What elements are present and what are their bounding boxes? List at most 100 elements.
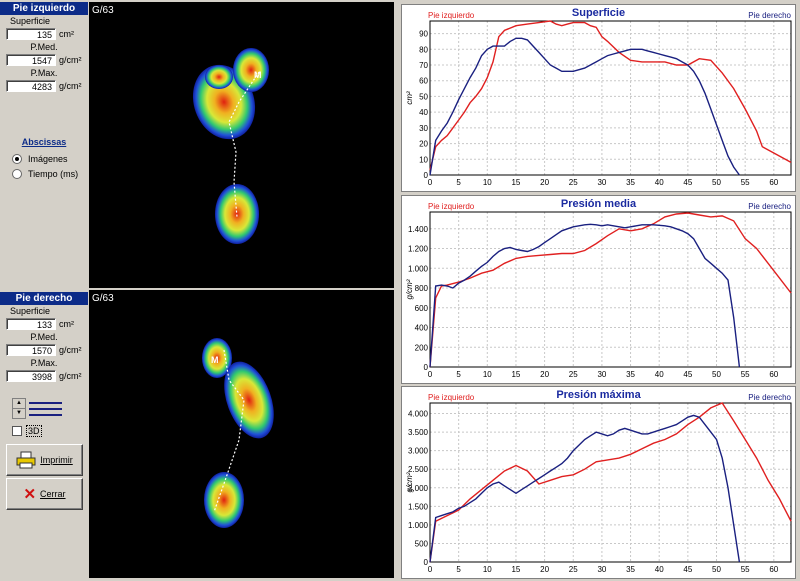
- superficie-chart-title: Superficie: [572, 7, 625, 19]
- svg-text:M: M: [254, 70, 262, 80]
- presion-media-x-tick-label: 55: [741, 370, 750, 379]
- presion-maxima-x-tick-label: 20: [540, 565, 549, 574]
- superficie-legend-right: Pie derecho: [748, 11, 791, 20]
- superficie-x-tick-label: 20: [540, 178, 549, 187]
- right-pmed-unit: g/cm²: [59, 345, 82, 355]
- superficie-x-tick-label: 30: [597, 178, 606, 187]
- radio-time[interactable]: Tiempo (ms): [12, 166, 88, 181]
- spinner-up-icon[interactable]: ▲: [13, 399, 25, 409]
- presion-media-x-tick-label: 10: [483, 370, 492, 379]
- superficie-x-tick-label: 40: [655, 178, 664, 187]
- superficie-x-tick-label: 50: [712, 178, 721, 187]
- presion-maxima-x-tick-label: 55: [741, 565, 750, 574]
- presion-media-x-tick-label: 25: [569, 370, 578, 379]
- presion-maxima-y-tick-label: 500: [415, 539, 429, 548]
- left-pressure-map: M: [192, 48, 269, 244]
- surface-chart: Superficie Pie izquierdo Pie derecho cm² 0 5 1…: [401, 4, 796, 192]
- presion-media-x-tick-label: 45: [683, 370, 692, 379]
- presion-maxima-y-tick-label: 3.000: [408, 447, 429, 456]
- presion-maxima-legend-right: Pie derecho: [748, 393, 791, 402]
- presion-media-y-tick-label: 600: [415, 304, 429, 313]
- presion-media-y-tick-label: 1.200: [408, 245, 429, 254]
- presion-maxima-y-tick-label: 2.000: [408, 484, 429, 493]
- presion-maxima-y-tick-label: 0: [424, 558, 429, 567]
- superficie-series-pie-derecho: [429, 37, 740, 176]
- presion-maxima-y-tick-label: 4.000: [408, 410, 429, 419]
- left-foot-panel: Pie izquierdo Superficie 135 cm² P.Med. …: [0, 2, 88, 93]
- radio-images[interactable]: Imágenes: [12, 151, 88, 166]
- presion-maxima-chart-title: Presión máxima: [556, 389, 641, 401]
- spinner-down-icon[interactable]: ▼: [16, 410, 22, 416]
- close-button[interactable]: ✕ Cerrar: [6, 478, 83, 510]
- superficie-y-tick-label: 0: [424, 171, 429, 180]
- left-area-unit: cm²: [59, 29, 74, 39]
- right-area-field: 133: [6, 318, 56, 330]
- print-button-label: Imprimir: [40, 455, 73, 465]
- presion-maxima-x-tick-label: 25: [569, 565, 578, 574]
- presion-media-y-tick-label: 400: [415, 324, 429, 333]
- right-image-label: G/63: [92, 293, 114, 304]
- presion-maxima-x-tick-label: 45: [683, 565, 692, 574]
- presion-maxima-x-tick-label: 35: [626, 565, 635, 574]
- left-pmax-label: P.Max.: [30, 68, 58, 78]
- radio-time-dot[interactable]: [12, 168, 22, 179]
- presion-maxima-x-tick-label: 5: [456, 565, 461, 574]
- presion-media-y-axis-label: g/cm²: [405, 279, 414, 299]
- superficie-y-tick-label: 80: [419, 45, 428, 54]
- presion-maxima-x-tick-label: 50: [712, 565, 721, 574]
- print-button[interactable]: Imprimir: [6, 444, 83, 476]
- right-pmax-label: P.Max.: [30, 358, 58, 368]
- right-pmax-unit: g/cm²: [59, 371, 82, 381]
- presion-media-x-tick-label: 40: [655, 370, 664, 379]
- superficie-x-tick-label: 0: [428, 178, 433, 187]
- presion-maxima-y-tick-label: 1.000: [408, 521, 429, 530]
- close-button-label: Cerrar: [40, 489, 66, 499]
- max-pressure-chart: Presión máxima Pie izquierdo Pie derecho g/…: [401, 386, 796, 579]
- right-footprint-image: G/63 M: [89, 290, 394, 578]
- superficie-x-tick-label: 60: [769, 178, 778, 187]
- presion-maxima-y-tick-label: 3.500: [408, 428, 429, 437]
- superficie-y-tick-label: 20: [419, 140, 428, 149]
- presion-maxima-series-pie-izquierdo: [429, 402, 792, 563]
- presion-media-x-tick-label: 5: [456, 370, 461, 379]
- superficie-y-tick-label: 60: [419, 77, 428, 86]
- left-footprint-image: G/63 M: [89, 2, 394, 288]
- checkbox-3d-label: 3D: [26, 425, 42, 437]
- superficie-y-tick-label: 90: [419, 30, 428, 39]
- close-icon: ✕: [23, 486, 37, 503]
- presion-media-chart-title: Presión media: [561, 198, 637, 210]
- left-image-label: G/63: [92, 5, 114, 16]
- presion-maxima-legend-left: Pie izquierdo: [428, 393, 475, 402]
- presion-maxima-series-pie-derecho: [429, 414, 741, 563]
- presion-maxima-x-tick-label: 40: [655, 565, 664, 574]
- superficie-y-tick-label: 10: [419, 155, 428, 164]
- presion-media-series-pie-derecho: [429, 223, 741, 368]
- left-pmax-unit: g/cm²: [59, 81, 82, 91]
- presion-media-x-tick-label: 50: [712, 370, 721, 379]
- presion-maxima-plot-frame: [429, 402, 792, 563]
- right-foot-panel: Pie derecho Superficie 133 cm² P.Med. 15…: [0, 292, 88, 383]
- frame-spinner[interactable]: ▲ ▼: [12, 398, 26, 419]
- right-pmax-field: 3998: [6, 370, 56, 382]
- presion-media-x-tick-label: 0: [428, 370, 433, 379]
- presion-media-y-tick-label: 800: [415, 284, 429, 293]
- mean-pressure-chart: Presión media Pie izquierdo Pie derecho g/c…: [401, 195, 796, 384]
- superficie-y-tick-label: 70: [419, 61, 428, 70]
- superficie-x-tick-label: 55: [741, 178, 750, 187]
- superficie-x-tick-label: 45: [683, 178, 692, 187]
- right-pmed-label: P.Med.: [30, 332, 58, 342]
- checkbox-3d-box[interactable]: [12, 426, 22, 436]
- presion-media-legend-right: Pie derecho: [748, 202, 791, 211]
- left-pmax-field: 4283: [6, 80, 56, 92]
- radio-images-dot[interactable]: [12, 153, 22, 164]
- line-style-icon[interactable]: [29, 400, 62, 416]
- printer-icon: [16, 451, 36, 469]
- presion-media-y-tick-label: 200: [415, 343, 429, 352]
- presion-media-x-tick-label: 35: [626, 370, 635, 379]
- presion-maxima-x-tick-label: 15: [511, 565, 520, 574]
- presion-media-x-tick-label: 15: [511, 370, 520, 379]
- left-foot-header: Pie izquierdo: [0, 2, 88, 15]
- presion-media-x-tick-label: 20: [540, 370, 549, 379]
- checkbox-3d[interactable]: 3D: [12, 425, 42, 437]
- superficie-x-tick-label: 10: [483, 178, 492, 187]
